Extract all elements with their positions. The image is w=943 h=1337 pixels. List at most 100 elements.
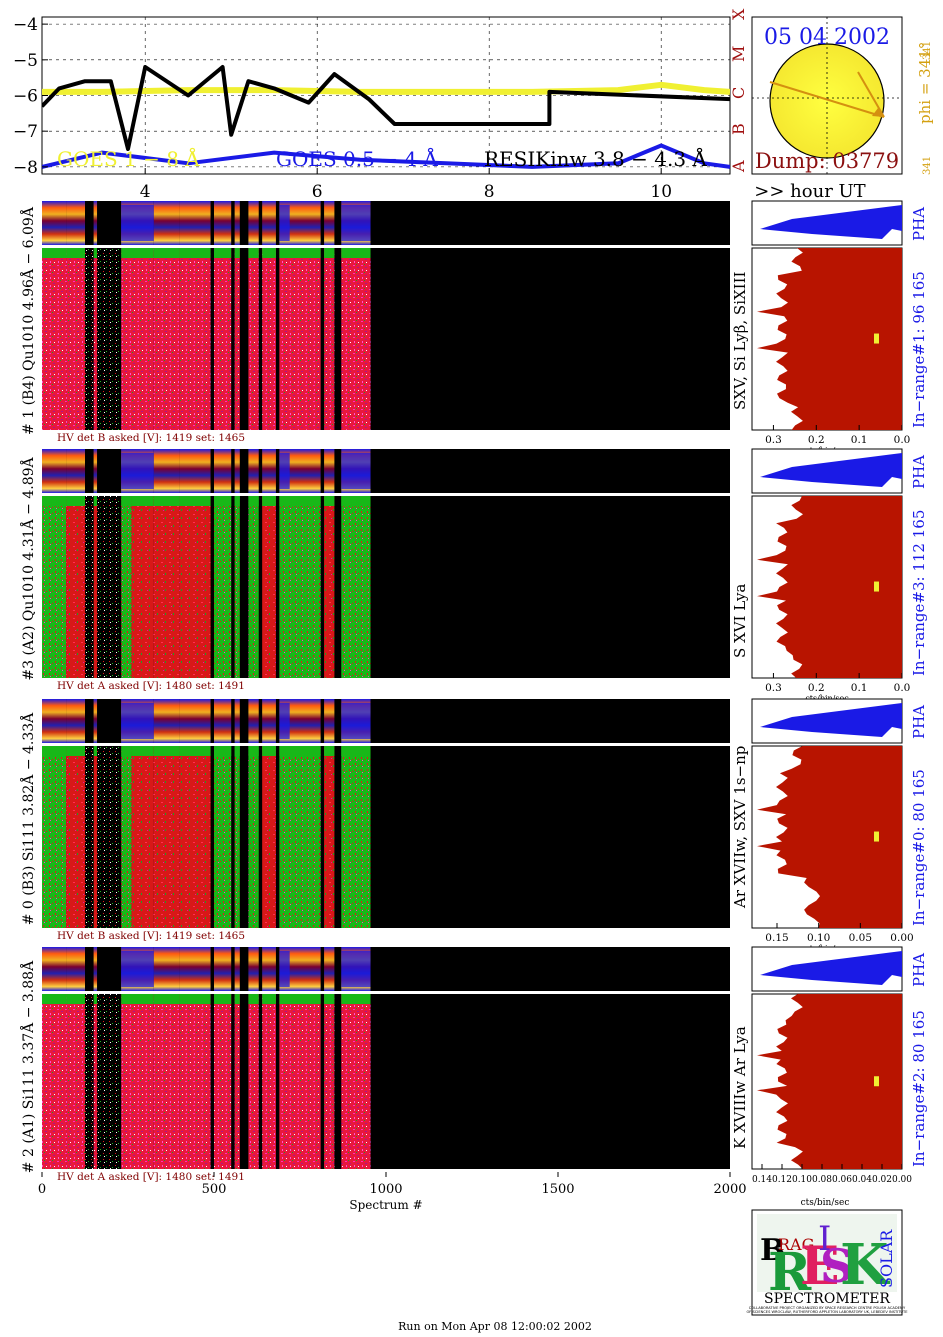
goes-class-B: B [729,123,748,135]
spectrum-marker [874,1076,879,1087]
pha-label: PHA [910,705,928,739]
pha-column [153,201,180,245]
phi-small-top: 341 [922,41,933,60]
spectrogram-edge [279,496,321,506]
pha-column [179,699,211,743]
pha-label: PHA [910,455,928,489]
spectrogram-column [279,496,321,678]
lightcurve-point [660,144,663,147]
spectrogram-column [262,496,276,678]
pha-column [262,947,276,991]
spectrogram-sparse [97,496,122,678]
pha-blue-column [121,453,154,489]
pha-column [93,449,98,493]
spectrogram-column [341,746,371,928]
pha-column [42,449,67,493]
spectrogram-sparse [85,248,94,430]
spectrogram-edge [324,994,335,1004]
pha-blue-column [121,703,154,739]
spectrogram-column [66,248,85,430]
spectrogram-sparse [97,746,122,928]
spectrogram-edge [214,994,232,1004]
pha-column [66,947,85,991]
spectrogram-edge [131,496,154,506]
pha-column [234,201,240,245]
spectrum-profile [757,994,902,1169]
spectrogram-column [214,746,232,928]
spectral-lines-label: S XVI Lya [731,584,749,658]
panel-side-label: #3 (A2) Qu1010 4.31Å − 4.89Å [19,456,37,680]
spectrogram-edge [262,248,276,258]
pha-blue-column [341,703,371,739]
pha-label: PHA [910,953,928,987]
spectrogram-edge [179,746,211,756]
detector-panel-2: HV det B asked [V]: 1419 set: 1465 # 0 (B… [19,698,928,953]
spectrogram-column [262,746,276,928]
spectrogram-edge [42,496,67,506]
spectrum-x-tick-label: 0.3 [765,682,782,694]
spectrogram-column [341,496,371,678]
goes-short-label: GOES 0.5 − 4 Å [276,146,438,171]
spectrum-x-tick-label: 0.3 [765,434,782,446]
spectrogram-edge [153,496,180,506]
spectrogram-edge [121,746,132,756]
spectrogram-column [121,248,154,430]
spectrogram-column [279,994,321,1169]
goes-resik-lightcurve: −4 −5 −6 −7 −8 4 6 8 10 X M C B A GOES 1 − 8 Å GOES… [13,8,866,202]
spectrogram-column [93,746,98,928]
logo-letter-b: B [760,1233,785,1268]
pha-column [248,449,259,493]
spectrogram-edge [93,248,98,258]
spectrum-number-label: Spectrum # [349,1198,422,1212]
spectrum-x-tick-label: 0.15 [765,932,788,944]
lightcurve-point [42,105,44,108]
y-tick-label: −5 [13,51,38,71]
lightcurve-point [548,122,551,126]
spectrogram-column [131,496,154,678]
pha-column [214,947,232,991]
pha-blue-column [341,951,371,987]
spectrum-x-tick-label: 0.04 [852,1175,872,1185]
spectrogram-column [324,746,335,928]
spectrogram-edge [93,496,98,506]
lightcurve-y-ticks: −4 −5 −6 −7 −8 [13,15,48,178]
spectrogram-sparse [85,994,94,1169]
spectrogram-edge [153,994,180,1004]
spectrum-x-tick-label: 0.2 [808,682,825,694]
pha-column [179,201,211,245]
lightcurve-point [703,88,706,92]
panel-side-label: # 2 (A1) Si111 3.37Å − 3.88Å [19,960,37,1173]
logo-letter-s: S [820,1239,853,1293]
lightcurve-point [445,90,448,94]
spectrogram-column [279,248,321,430]
spectrogram-sparse [97,994,122,1169]
y-tick-label: −8 [13,158,38,178]
x-tick-label: 6 [312,182,323,202]
spectrum-x-tick-label: 0.1 [851,682,868,694]
spectral-lines-label: SXV, Si Lyβ, SiXIII [731,271,749,410]
pha-column [66,201,85,245]
spectrum-x-tick-label: 0.02 [872,1175,892,1185]
resik-logo: B RAG R E S K I SOLAR SPECTROMETER COLLA… [746,1209,908,1316]
spectrogram-column [131,746,154,928]
lightcurve-point [101,151,104,154]
spectrogram-column [324,496,335,678]
spectrogram-column [121,746,132,928]
lightcurve-point [101,90,104,94]
hv-setting: HV det A asked [V]: 1480 set: 1491 [57,1171,245,1183]
spectrogram-column [42,248,67,430]
x-tick-label: 8 [484,182,495,202]
spectrogram-column [248,746,259,928]
phi-angle: phi = 341° [916,42,934,124]
lightcurve-point [187,88,190,92]
image-x-tick-label: 500 [202,1182,227,1197]
spectrogram-edge [341,746,371,756]
lightcurve-point [230,133,233,136]
spectrogram-edge [121,496,132,506]
spectrogram-edge [279,746,321,756]
spectrum-x-tick-label: 0.10 [792,1175,812,1185]
spectrogram-column [153,994,180,1169]
spectrogram-edge [66,994,85,1004]
bottom-bins-label: cts/bin/sec [801,1198,850,1208]
